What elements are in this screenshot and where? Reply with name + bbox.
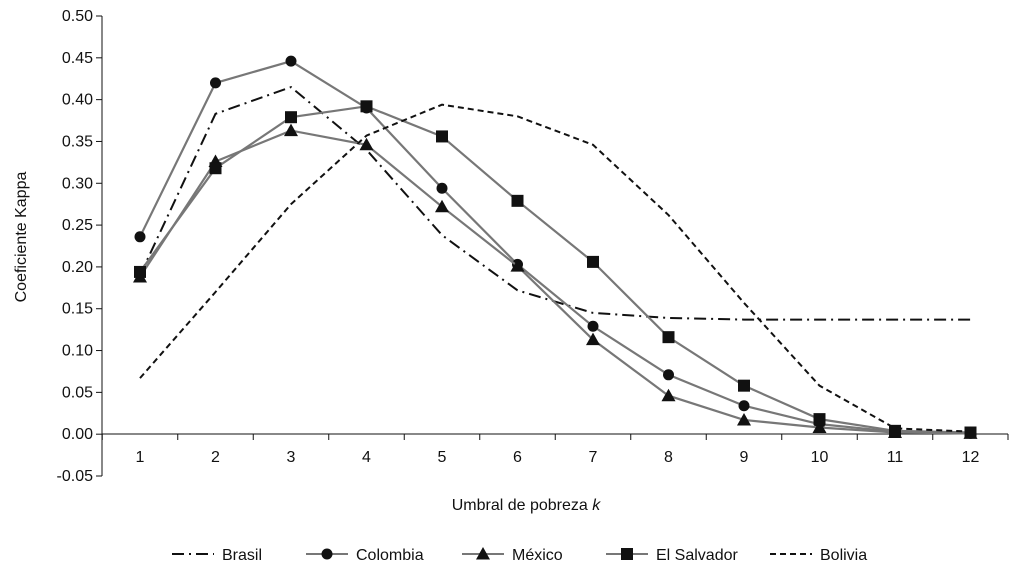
y-tick-label: 0.35	[62, 133, 93, 150]
x-tick-label: 6	[513, 449, 522, 466]
legend-label: El Salvador	[656, 547, 738, 564]
y-tick-label: -0.05	[57, 468, 94, 485]
y-tick-label: 0.25	[62, 217, 93, 234]
series-layer	[133, 55, 978, 439]
point-triangle	[661, 388, 676, 402]
x-axis: 1 2 3 4 5 6 7 8 9 10 11 12	[101, 433, 1009, 466]
x-axis-title-variable: k	[592, 497, 601, 514]
point-circle	[210, 77, 221, 89]
y-tick-label: 0.05	[62, 384, 93, 401]
legend-item-mexico: México	[462, 547, 563, 564]
legend-label: Bolivia	[820, 547, 867, 564]
point-triangle	[737, 412, 751, 426]
x-tick-label: 10	[811, 449, 829, 466]
y-axis-title: Coeficiente Kappa	[13, 172, 30, 303]
point-square	[662, 331, 675, 344]
point-square	[285, 111, 297, 124]
y-axis: -0.05 0.00 0.05 0.10 0.15 0.20 0.25 0.30 0.35 0.4…	[57, 8, 103, 485]
point-square	[360, 100, 373, 113]
x-tick-label: 11	[887, 449, 904, 466]
point-triangle	[435, 199, 449, 213]
x-tick-label: 8	[664, 449, 673, 466]
legend-label: México	[512, 547, 563, 564]
point-circle	[663, 369, 674, 381]
point-circle	[436, 182, 448, 194]
x-tick-label: 4	[362, 449, 371, 466]
series-line	[139, 59, 971, 435]
x-tick-label: 5	[438, 449, 447, 466]
point-square	[511, 194, 524, 207]
y-tick-label: 0.00	[62, 426, 93, 443]
series-line	[139, 129, 971, 435]
x-tick-label: 3	[287, 449, 296, 466]
series-brasil	[139, 85, 971, 321]
point-triangle	[476, 547, 490, 560]
y-tick-label: 0.10	[62, 343, 93, 360]
point-square	[587, 255, 599, 268]
point-triangle	[284, 123, 298, 137]
x-tick-label: 2	[211, 449, 220, 466]
series-line	[139, 103, 971, 433]
point-circle	[321, 548, 333, 560]
legend-label: Colombia	[356, 547, 424, 564]
legend-label: Brasil	[222, 547, 262, 564]
legend-item-el-salvador: El Salvador	[606, 547, 738, 564]
x-tick-label: 9	[740, 449, 749, 466]
point-square	[209, 162, 222, 175]
y-tick-label: 0.40	[62, 92, 93, 109]
series-mexico	[133, 123, 978, 439]
point-triangle	[812, 420, 827, 433]
x-tick-label: 7	[589, 449, 598, 466]
x-axis-title-text: Umbral de pobreza	[452, 497, 588, 514]
series-line	[139, 85, 971, 321]
point-square	[738, 379, 750, 392]
y-tick-label: 0.30	[62, 175, 93, 192]
point-square	[436, 130, 448, 143]
series-el-salvador	[134, 100, 977, 439]
legend: Brasil Colombia México El Salvador Bolivia	[172, 547, 867, 564]
point-triangle	[586, 332, 600, 346]
legend-item-brasil: Brasil	[172, 547, 262, 564]
y-tick-label: 0.15	[62, 301, 93, 318]
x-tick-label: 12	[962, 449, 980, 466]
point-triangle	[510, 259, 525, 272]
y-tick-label: 0.45	[62, 50, 93, 67]
x-tick-label: 1	[136, 449, 145, 466]
point-square	[621, 548, 633, 560]
point-square	[964, 426, 977, 439]
point-square	[813, 413, 826, 426]
point-circle	[738, 400, 750, 412]
y-tick-label: 0.50	[62, 8, 93, 25]
y-tick-label: 0.20	[62, 259, 93, 276]
point-square	[134, 265, 146, 278]
legend-item-colombia: Colombia	[306, 547, 424, 564]
point-triangle	[359, 137, 374, 151]
point-circle	[134, 231, 146, 243]
x-axis-title: Umbral de pobreza k	[452, 497, 602, 514]
series-bolivia	[139, 103, 971, 433]
point-circle	[587, 320, 599, 332]
legend-item-bolivia: Bolivia	[770, 547, 867, 564]
series-line	[139, 105, 971, 434]
series-colombia	[134, 55, 976, 439]
point-circle	[285, 55, 297, 67]
